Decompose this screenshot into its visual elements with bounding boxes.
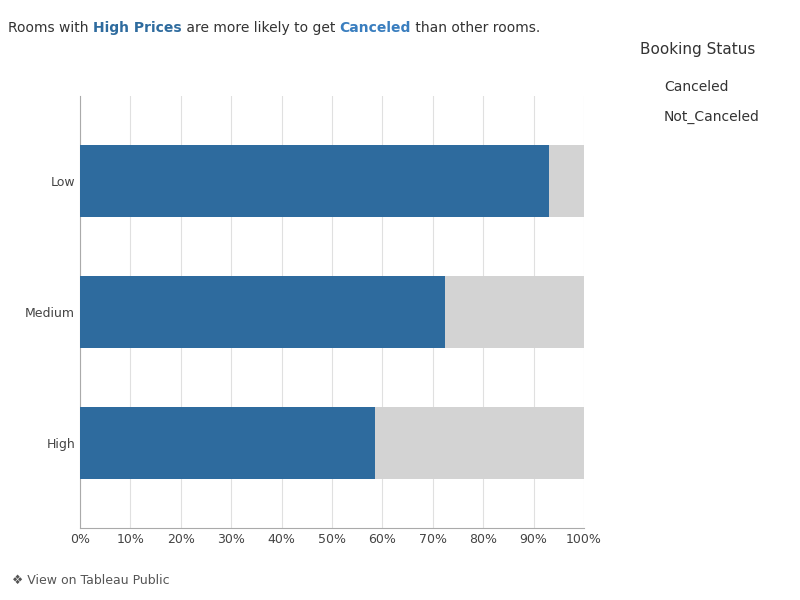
Text: Canceled: Canceled	[664, 80, 729, 94]
Bar	[375, 407, 584, 479]
Text: Not_Canceled: Not_Canceled	[664, 110, 760, 124]
Text: than other rooms.: than other rooms.	[410, 21, 540, 35]
Bar	[549, 145, 584, 217]
Text: ❖ View on Tableau Public: ❖ View on Tableau Public	[12, 574, 170, 587]
Bar	[446, 276, 584, 348]
Text: Canceled: Canceled	[339, 21, 410, 35]
Bar	[80, 407, 375, 479]
Text: are more likely to get: are more likely to get	[182, 21, 339, 35]
Text: Booking Status: Booking Status	[640, 42, 755, 57]
Text: High Prices: High Prices	[93, 21, 182, 35]
Bar	[80, 276, 446, 348]
Text: Rooms with: Rooms with	[8, 21, 93, 35]
Bar	[80, 145, 549, 217]
